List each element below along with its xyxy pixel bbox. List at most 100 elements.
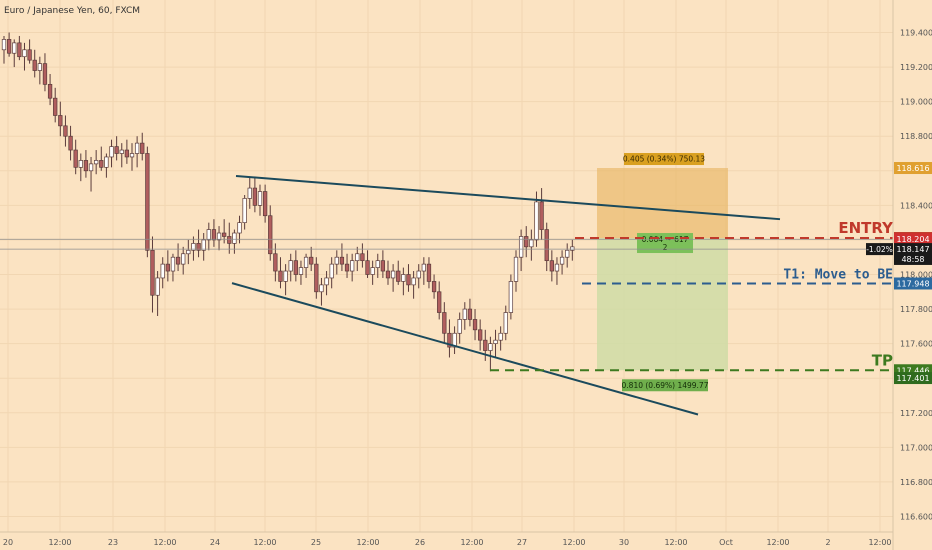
candle-body: [88, 163, 94, 172]
t1-label: T1: Move to BE: [783, 267, 893, 282]
ratio-sublabel: 2: [663, 243, 668, 252]
candle-body: [37, 63, 42, 71]
candle-body: [457, 319, 462, 334]
candle-body: [529, 239, 534, 248]
tp-label: TP: [872, 351, 893, 369]
price-tag: [894, 162, 932, 175]
candle-body: [513, 256, 519, 282]
candle-body: [426, 263, 432, 282]
candle-body: [119, 149, 124, 154]
candle-body: [385, 270, 391, 279]
candle-body: [273, 253, 278, 272]
entry-label: ENTRY: [838, 219, 894, 237]
candle-body: [47, 84, 53, 99]
loss-label-box: [622, 379, 708, 392]
candle-body: [42, 63, 48, 85]
y-tick-label: 117.600: [900, 340, 932, 349]
candle-body: [324, 277, 329, 286]
candle-body: [339, 256, 345, 265]
price-tag: [894, 233, 932, 246]
candle-body: [544, 229, 549, 262]
candles-layer: [1, 32, 575, 372]
price-axis-panel[interactable]: [893, 0, 932, 550]
price-tags: 118.616118.211118.204118.14748:58117.948…: [866, 162, 932, 385]
grid-lines: [0, 0, 893, 532]
candle-body: [222, 232, 227, 237]
price-tag-text: 118.616: [896, 164, 929, 173]
price-tag: [894, 252, 932, 265]
y-tick-label: 119.200: [900, 63, 932, 72]
candle-body: [114, 146, 119, 154]
candle-body: [6, 39, 12, 54]
y-tick-label: 118.800: [900, 132, 932, 141]
price-tag: [894, 277, 932, 290]
candle-body: [175, 256, 181, 265]
candle-body: [268, 215, 273, 255]
candle-body: [452, 332, 457, 348]
price-tag-text: 48:58: [901, 255, 924, 264]
profit-label: 0.405 (0.34%) 750.13: [623, 155, 705, 164]
x-tick-label: Oct: [719, 538, 733, 547]
candle-body: [493, 339, 498, 344]
y-tick-label: 117.200: [900, 409, 932, 418]
candle-body: [247, 187, 252, 199]
y-tick-label: 119.000: [900, 98, 932, 107]
x-tick-label: 12:00: [868, 538, 891, 547]
position-tool[interactable]: 0.405 (0.34%) 750.13 0.810 (0.69%) 1499.7…: [597, 153, 728, 392]
candle-body: [478, 329, 483, 341]
candle-body: [150, 249, 155, 296]
candle-body: [242, 198, 247, 223]
candle-body: [467, 308, 473, 320]
candle-body: [170, 256, 176, 272]
candle-body: [293, 260, 298, 275]
candle-body: [53, 97, 58, 116]
candle-body: [421, 263, 426, 272]
candle-body: [109, 146, 114, 158]
x-tick-label: 12:00: [664, 538, 687, 547]
candle-body: [140, 142, 145, 154]
x-tick-label: 12:00: [48, 538, 71, 547]
price-axis: 119.400119.200119.000118.800118.600118.4…: [900, 29, 932, 522]
candle-body: [17, 42, 22, 58]
candle-body: [303, 256, 309, 268]
candle-body: [124, 149, 130, 158]
candle-body: [319, 284, 324, 293]
time-axis: 20 12:00 23 12:00 24 12:00 25 12:00 26 12:00 27 12:…: [3, 538, 892, 547]
candle-body: [196, 243, 201, 251]
candle-body: [488, 343, 493, 351]
loss-zone[interactable]: [597, 238, 728, 371]
price-tag: [894, 243, 932, 256]
x-tick-label: 2: [825, 538, 830, 547]
candle-body: [508, 281, 514, 313]
candle-body: [401, 274, 406, 282]
candle-body: [554, 263, 560, 272]
candle-body: [334, 256, 339, 265]
candle-body: [390, 270, 396, 279]
candle-body: [186, 249, 191, 255]
candle-body: [570, 246, 575, 251]
trendline[interactable]: [231, 282, 699, 416]
change-tag-text: -1.02%: [866, 245, 893, 254]
trendlines-layer: [231, 174, 781, 416]
candle-body: [211, 229, 217, 241]
candle-body: [524, 236, 529, 248]
candle-body: [565, 249, 570, 258]
candle-body: [283, 270, 288, 282]
y-tick-label: 117.800: [900, 305, 932, 314]
candle-body: [437, 291, 442, 313]
candle-body: [78, 160, 83, 168]
candle-body: [355, 253, 360, 262]
x-tick-label: 12:00: [766, 538, 789, 547]
candle-body: [375, 260, 380, 268]
trendline[interactable]: [235, 174, 781, 221]
y-tick-label: 117.000: [900, 443, 932, 452]
candle-body: [416, 270, 421, 279]
candle-body: [447, 332, 452, 348]
profit-label-box: [624, 153, 704, 166]
change-tag: [866, 243, 893, 256]
candle-body: [298, 267, 304, 275]
x-tick-label: 25: [311, 538, 321, 547]
profit-zone[interactable]: [597, 168, 728, 239]
candle-body: [411, 277, 416, 286]
